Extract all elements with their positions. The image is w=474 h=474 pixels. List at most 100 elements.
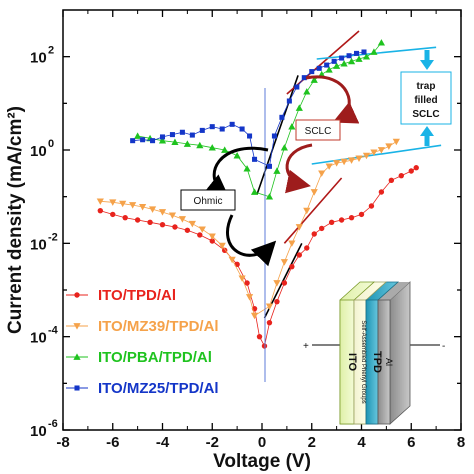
data-point xyxy=(265,303,274,310)
data-point xyxy=(294,84,300,90)
data-point xyxy=(208,144,216,151)
data-point xyxy=(296,252,303,258)
data-point xyxy=(354,50,360,56)
fit-line xyxy=(286,30,360,95)
tpd-layer-label: TPD xyxy=(371,351,383,373)
sclc-label: SCLC xyxy=(305,126,332,137)
data-point xyxy=(378,189,385,195)
data-point xyxy=(198,226,206,233)
y-tick-label: 10 2 xyxy=(30,45,54,67)
trap-arrowhead-up xyxy=(420,126,434,136)
data-point xyxy=(273,167,281,174)
data-point xyxy=(129,202,137,209)
data-point xyxy=(265,193,274,200)
y-tick-exponent: -4 xyxy=(48,325,59,337)
data-point xyxy=(209,124,215,130)
data-point xyxy=(178,216,186,223)
data-point xyxy=(301,75,307,81)
data-point xyxy=(271,133,277,139)
y-tick-exponent: -2 xyxy=(48,231,58,243)
data-point xyxy=(261,343,268,349)
data-point xyxy=(408,168,414,174)
data-point xyxy=(252,156,258,162)
x-tick-label: -2 xyxy=(206,434,219,451)
x-axis-title: Voltage (V) xyxy=(213,451,311,472)
inset-minus-sign: - xyxy=(442,341,445,352)
data-point xyxy=(238,275,246,282)
data-point xyxy=(229,121,235,127)
data-point xyxy=(274,298,280,305)
data-point xyxy=(309,69,315,75)
al-layer-label: Al xyxy=(384,358,394,366)
data-point xyxy=(280,259,288,266)
al-layer xyxy=(389,281,411,425)
data-point xyxy=(139,204,147,211)
data-point xyxy=(319,225,325,232)
data-point xyxy=(324,62,330,68)
data-point xyxy=(333,62,341,69)
data-point xyxy=(370,48,378,55)
data-point xyxy=(362,53,371,60)
fit-line xyxy=(256,75,299,195)
inset-plus-sign: + xyxy=(303,341,309,352)
data-point xyxy=(134,217,141,223)
trap-label-line3: SCLC xyxy=(412,109,439,120)
data-point xyxy=(392,138,400,146)
x-tick-labels: -8 -6 -4 -2 0 2 4 6 8 xyxy=(56,434,465,451)
legend-entry: ITO/PBA/TPD/Al xyxy=(66,349,212,366)
data-point xyxy=(413,165,419,171)
ohmic-label: Ohmic xyxy=(194,196,223,207)
data-point xyxy=(184,227,191,233)
data-point xyxy=(325,66,333,73)
ito-layer-label: ITO xyxy=(346,353,358,372)
data-point xyxy=(197,232,203,238)
trap-label-line2: filled xyxy=(414,95,437,106)
data-point xyxy=(96,198,104,205)
legend-marker xyxy=(74,292,80,298)
data-point xyxy=(140,137,146,143)
data-point xyxy=(325,163,333,170)
data-point xyxy=(244,280,250,286)
axis-ticks xyxy=(62,10,462,431)
sclc-arrow-upper xyxy=(305,75,360,124)
data-point xyxy=(218,242,226,250)
data-point xyxy=(169,132,175,138)
legend-label: ITO/PBA/TPD/Al xyxy=(98,349,212,366)
x-tick-label: 0 xyxy=(258,434,266,451)
data-point xyxy=(340,60,348,67)
data-point xyxy=(189,132,195,138)
legend-label: ITO/MZ39/TPD/Al xyxy=(98,318,219,335)
fit-line xyxy=(311,144,442,165)
legend-marker xyxy=(73,323,81,330)
data-point xyxy=(316,65,322,71)
series-4 xyxy=(130,49,367,169)
legend-marker xyxy=(73,353,81,360)
data-point xyxy=(311,231,317,237)
data-point xyxy=(171,138,179,145)
x-tick-label: 2 xyxy=(308,434,316,451)
legend: ITO/TPD/Al ITO/MZ39/TPD/Al ITO/PBA/TPD/Al I… xyxy=(66,287,219,397)
data-point xyxy=(119,200,127,208)
data-point xyxy=(288,240,296,247)
data-point xyxy=(273,280,281,287)
data-point xyxy=(221,146,229,153)
data-point xyxy=(388,177,395,184)
y-tick-base: 10 xyxy=(30,330,47,347)
data-point xyxy=(219,126,225,132)
series-1 xyxy=(97,165,419,349)
data-point xyxy=(183,140,191,147)
data-point xyxy=(243,165,251,172)
data-point xyxy=(289,263,295,270)
data-point xyxy=(339,55,345,61)
data-point xyxy=(347,157,356,164)
x-tick-label: -4 xyxy=(156,434,170,451)
series-line xyxy=(100,167,417,348)
x-tick-label: 4 xyxy=(357,434,366,451)
data-point xyxy=(266,319,273,326)
x-tick-label: 6 xyxy=(407,434,415,451)
fit-line xyxy=(283,177,343,244)
data-point xyxy=(370,149,378,156)
data-point xyxy=(340,158,348,166)
